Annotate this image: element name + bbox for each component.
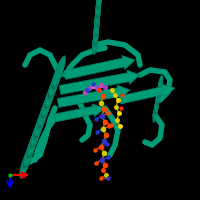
Ellipse shape	[45, 80, 57, 107]
Ellipse shape	[93, 24, 99, 44]
Ellipse shape	[27, 130, 39, 156]
Polygon shape	[57, 85, 130, 107]
Ellipse shape	[43, 85, 55, 112]
Ellipse shape	[94, 19, 99, 39]
Ellipse shape	[156, 90, 160, 106]
Ellipse shape	[154, 98, 159, 114]
Ellipse shape	[44, 83, 56, 109]
Ellipse shape	[94, 21, 99, 41]
Ellipse shape	[39, 98, 51, 124]
Ellipse shape	[95, 10, 100, 30]
Ellipse shape	[42, 90, 53, 117]
Ellipse shape	[53, 58, 65, 84]
Ellipse shape	[25, 137, 36, 163]
Ellipse shape	[96, 0, 101, 18]
Ellipse shape	[19, 152, 31, 178]
Polygon shape	[54, 104, 105, 122]
Ellipse shape	[51, 65, 62, 92]
Ellipse shape	[46, 78, 58, 104]
Ellipse shape	[48, 73, 60, 99]
Ellipse shape	[153, 107, 157, 123]
Ellipse shape	[25, 135, 37, 161]
Ellipse shape	[49, 70, 60, 97]
Ellipse shape	[94, 14, 99, 34]
Ellipse shape	[158, 77, 163, 93]
Ellipse shape	[52, 61, 64, 87]
Ellipse shape	[29, 125, 41, 151]
Ellipse shape	[156, 86, 161, 101]
Ellipse shape	[47, 75, 59, 102]
Ellipse shape	[32, 117, 43, 144]
Ellipse shape	[97, 0, 102, 5]
Ellipse shape	[54, 56, 66, 82]
Ellipse shape	[155, 94, 160, 110]
Ellipse shape	[93, 30, 98, 50]
Ellipse shape	[153, 103, 158, 119]
Ellipse shape	[36, 105, 48, 131]
Ellipse shape	[96, 0, 101, 14]
Ellipse shape	[95, 1, 101, 21]
Ellipse shape	[28, 127, 40, 154]
Ellipse shape	[34, 112, 45, 139]
Polygon shape	[64, 55, 135, 79]
Ellipse shape	[158, 75, 163, 91]
Ellipse shape	[24, 139, 35, 166]
Ellipse shape	[158, 79, 162, 95]
Ellipse shape	[95, 5, 100, 25]
Ellipse shape	[95, 3, 100, 23]
Ellipse shape	[97, 0, 102, 2]
Ellipse shape	[97, 0, 102, 7]
Ellipse shape	[50, 68, 61, 94]
Ellipse shape	[93, 28, 98, 48]
Ellipse shape	[155, 92, 160, 108]
Ellipse shape	[153, 105, 158, 121]
Ellipse shape	[43, 88, 54, 114]
Ellipse shape	[94, 12, 100, 32]
Ellipse shape	[52, 63, 63, 89]
Ellipse shape	[41, 93, 52, 119]
Ellipse shape	[21, 147, 33, 173]
Ellipse shape	[154, 96, 159, 112]
Ellipse shape	[157, 81, 162, 97]
Ellipse shape	[40, 95, 51, 121]
Ellipse shape	[92, 35, 98, 55]
Polygon shape	[59, 70, 140, 94]
Ellipse shape	[96, 0, 101, 16]
Ellipse shape	[22, 144, 34, 171]
Ellipse shape	[33, 115, 44, 141]
Ellipse shape	[30, 122, 42, 149]
Ellipse shape	[96, 0, 101, 12]
Ellipse shape	[37, 102, 49, 129]
Ellipse shape	[94, 17, 99, 37]
Ellipse shape	[38, 100, 50, 126]
Ellipse shape	[34, 110, 46, 136]
Ellipse shape	[23, 142, 34, 168]
Ellipse shape	[95, 8, 100, 28]
Ellipse shape	[93, 33, 98, 53]
Ellipse shape	[93, 26, 98, 46]
Ellipse shape	[20, 149, 32, 176]
Ellipse shape	[154, 101, 159, 116]
Ellipse shape	[157, 83, 162, 99]
Ellipse shape	[96, 0, 102, 9]
Ellipse shape	[31, 120, 42, 146]
Ellipse shape	[35, 107, 47, 134]
Polygon shape	[119, 84, 175, 104]
Ellipse shape	[26, 132, 38, 158]
Ellipse shape	[156, 88, 161, 103]
